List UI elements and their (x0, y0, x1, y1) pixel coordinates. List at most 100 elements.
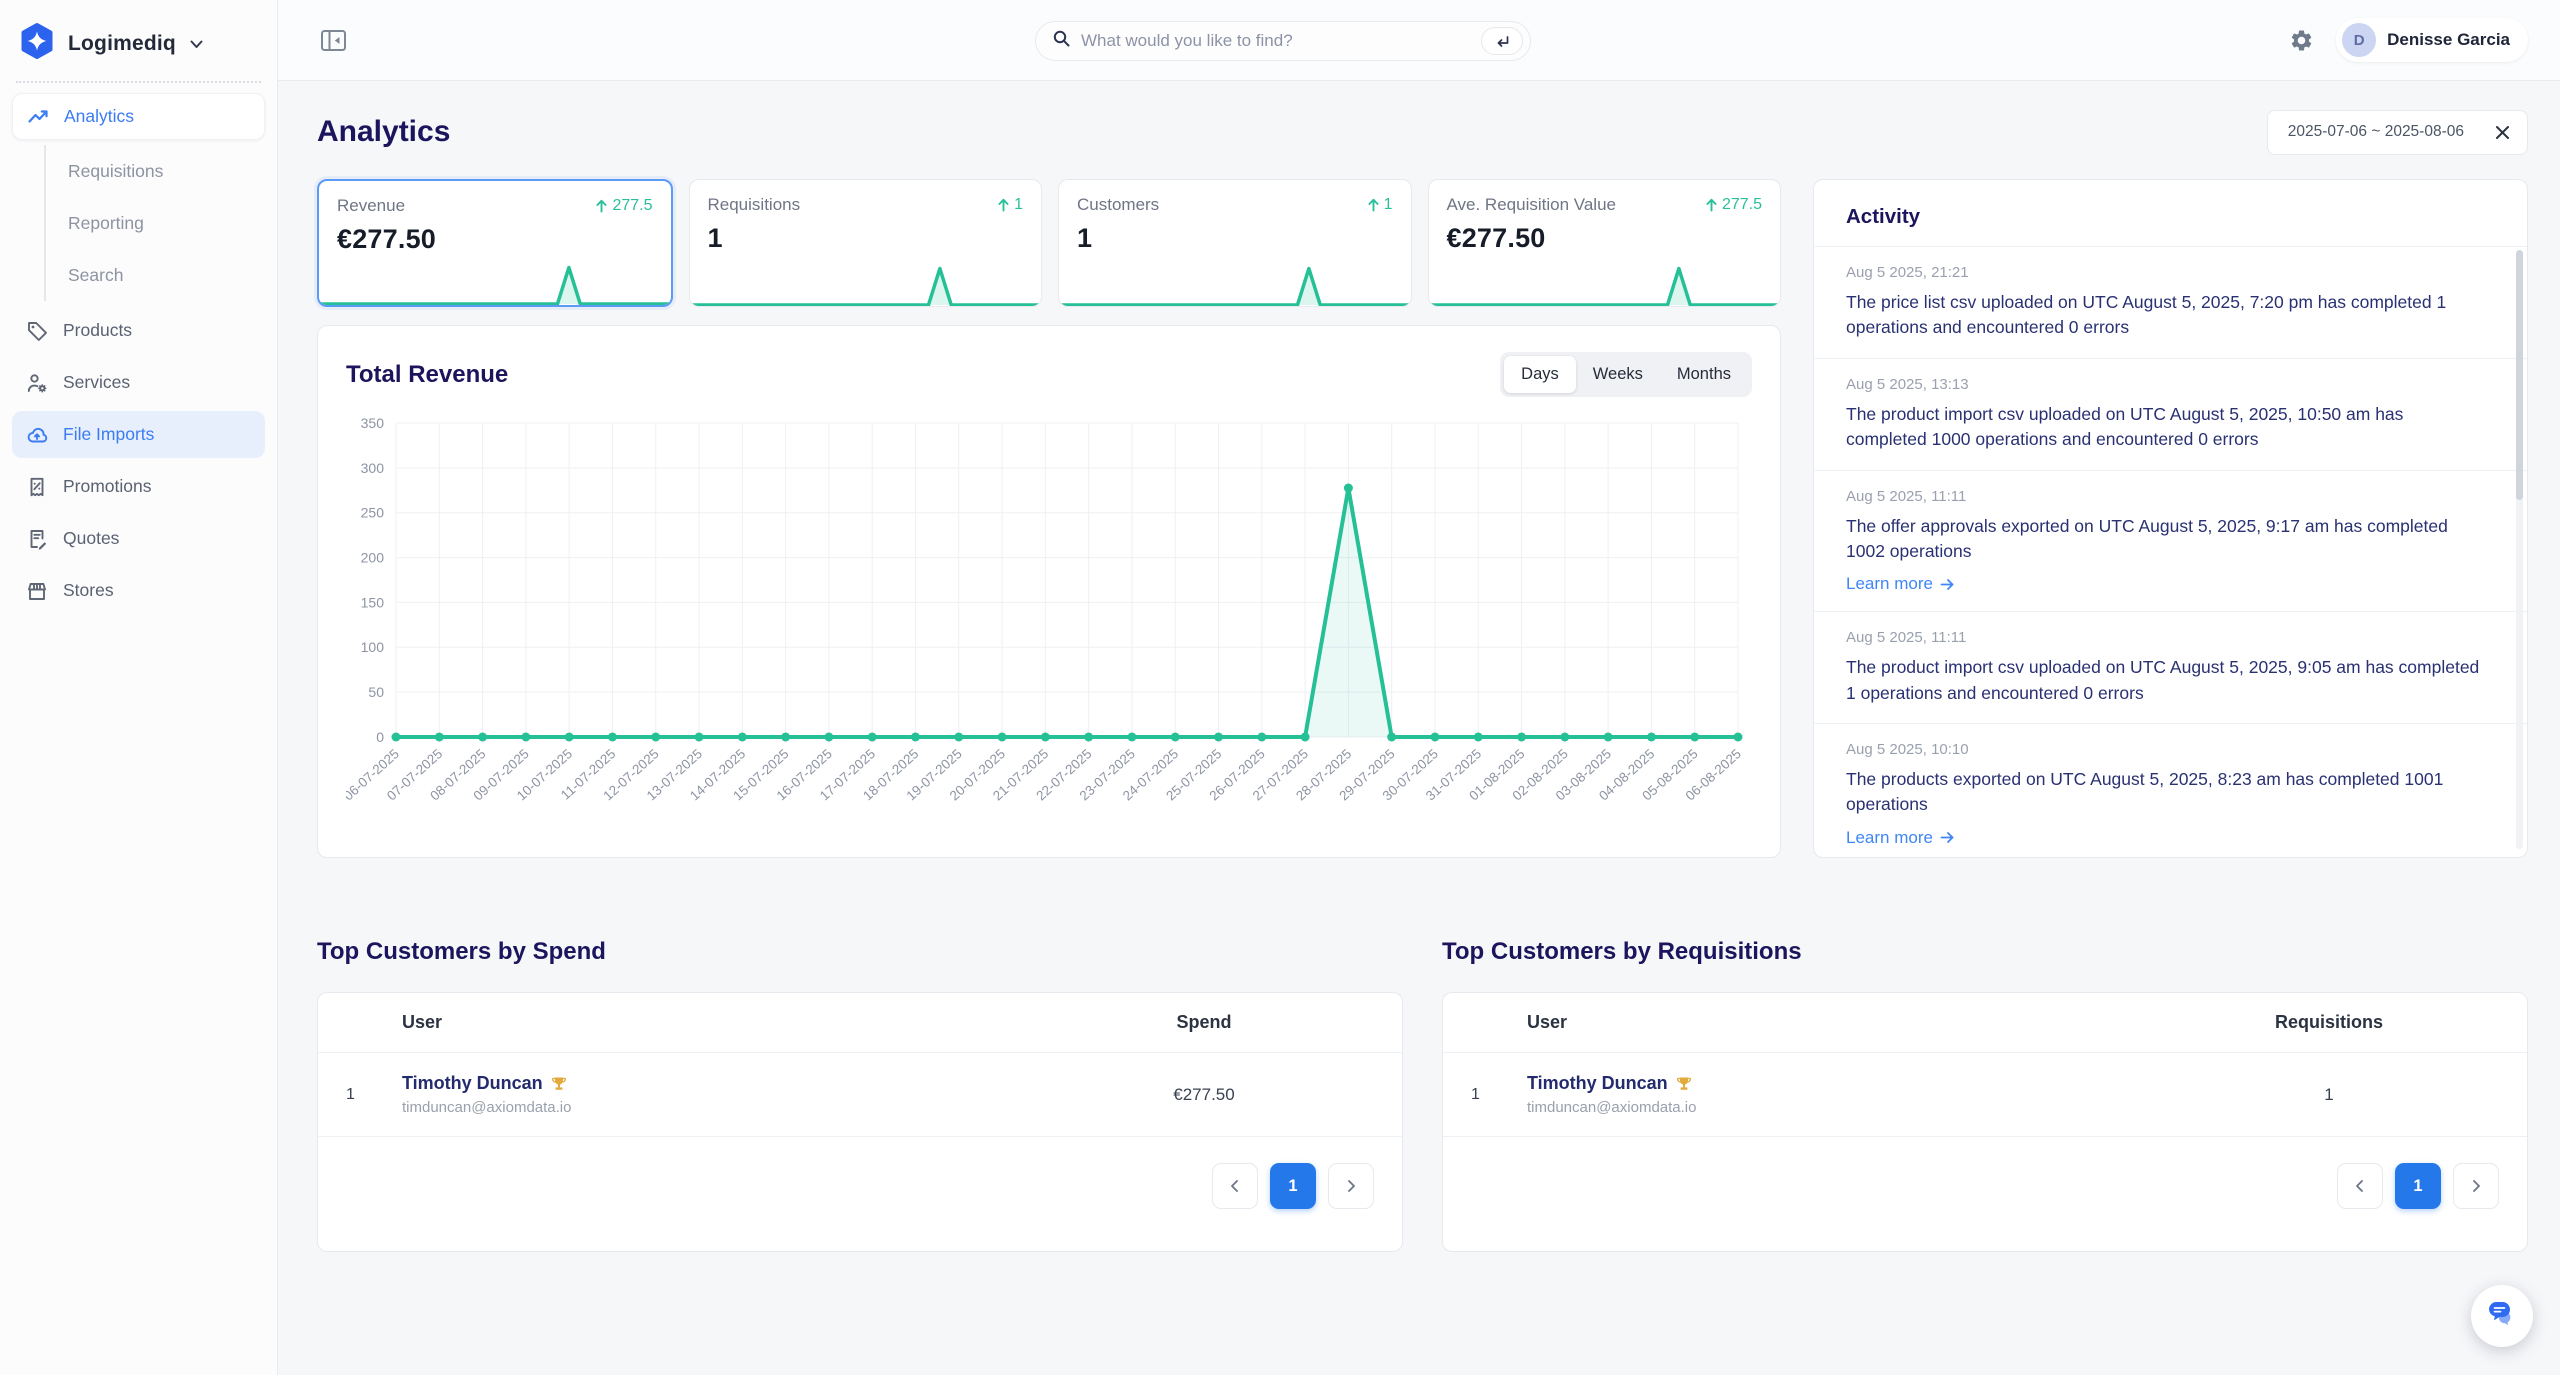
next-page-button[interactable] (2453, 1163, 2499, 1209)
top-customers-by-spend-section: Top Customers by Spend User Spend 1 Timo… (317, 938, 1403, 1252)
user-name: Denisse Garcia (2387, 30, 2510, 49)
sidebar-collapse-button[interactable] (320, 27, 347, 54)
sidebar-item-stores[interactable]: Stores (12, 567, 265, 614)
top-customers-by-requisitions-section: Top Customers by Requisitions User Requi… (1442, 938, 2528, 1252)
sidebar-item-file-imports[interactable]: File Imports (12, 411, 265, 458)
total-revenue-card: Total Revenue Days Weeks Months 0 50 100 15… (317, 325, 1781, 858)
sidebar-item-label: Services (63, 372, 131, 392)
chat-button[interactable] (2471, 1285, 2533, 1347)
learn-more-link[interactable]: Learn more (1846, 828, 1955, 848)
close-icon[interactable] (2494, 124, 2511, 141)
learn-more-link[interactable]: Learn more (1846, 574, 1955, 594)
table-row[interactable]: 1 Timothy Duncan timduncan@axiomdata.io … (1443, 1053, 2527, 1137)
customer-name-link[interactable]: Timothy Duncan (1527, 1073, 2159, 1094)
learn-more-label: Learn more (1846, 827, 1933, 847)
sidebar-item-quotes[interactable]: Quotes (12, 515, 265, 562)
sidebar-item-label: Products (63, 320, 133, 340)
customer-name: Timothy Duncan (402, 1073, 543, 1093)
learn-more-label: Learn more (1846, 574, 1933, 594)
sidebar-item-label: Requisitions (68, 160, 164, 181)
activity-timestamp: Aug 5 2025, 13:13 (1846, 375, 1969, 393)
svg-text:200: 200 (361, 549, 385, 565)
sidebar-divider (16, 81, 261, 83)
sidebar: Logimediq Analytics Requisitions Reporti… (0, 0, 278, 1375)
kpi-sparkline (318, 265, 671, 305)
user-menu[interactable]: D Denisse Garcia (2336, 18, 2528, 62)
person-gear-icon (26, 372, 48, 394)
brand[interactable]: Logimediq (12, 18, 265, 81)
pagination: 1 (1443, 1137, 2527, 1251)
kpi-value: 1 (707, 223, 723, 253)
page-content: Analytics 2025-07-06 ~ 2025-08-06 Revenu… (278, 81, 2560, 1375)
activity-scrollbar-thumb[interactable] (2516, 250, 2523, 500)
svg-text:50: 50 (368, 684, 384, 700)
search-input[interactable] (1081, 31, 1481, 51)
svg-text:350: 350 (361, 415, 385, 431)
brand-logo-icon (18, 22, 56, 65)
sidebar-item-reporting[interactable]: Reporting (46, 197, 265, 249)
section-title: Top Customers by Requisitions (1442, 938, 1802, 965)
activity-scrollbar-track[interactable] (2516, 250, 2523, 849)
sidebar-item-products[interactable]: Products (12, 307, 265, 354)
trophy-icon (1676, 1077, 1691, 1090)
sidebar-item-label: Reporting (68, 212, 144, 233)
sidebar-item-label: File Imports (63, 424, 155, 444)
date-range-picker[interactable]: 2025-07-06 ~ 2025-08-06 (2266, 109, 2528, 155)
section-title: Top Customers by Spend (317, 938, 606, 965)
tab-weeks[interactable]: Weeks (1592, 365, 1643, 383)
activity-item: Aug 5 2025, 21:21 The price list csv uplo… (1814, 247, 2527, 359)
kpi-sparkline (689, 266, 1042, 306)
spend-cell: €277.50 (1173, 1084, 1235, 1104)
sidebar-item-analytics[interactable]: Analytics (12, 93, 265, 140)
tab-months[interactable]: Months (1676, 365, 1731, 383)
svg-text:100: 100 (361, 639, 385, 655)
sidebar-item-requisitions[interactable]: Requisitions (46, 145, 265, 197)
chart-title: Total Revenue (346, 360, 509, 388)
enter-icon[interactable] (1481, 27, 1523, 55)
sidebar-item-promotions[interactable]: Promotions (12, 463, 265, 510)
activity-item: Aug 5 2025, 10:10 The products exported o… (1814, 724, 2527, 857)
activity-message: The offer approvals exported on UTC Augu… (1846, 515, 2448, 561)
brand-name: Logimediq (68, 31, 176, 55)
revenue-chart-svg: 05010015020025030035006-07-202507-07-202… (346, 415, 1744, 804)
value-header: Spend (1176, 1012, 1232, 1032)
kpi-sparkline (1428, 266, 1781, 306)
table-row[interactable]: 1 Timothy Duncan timduncan@axiomdata.io … (318, 1053, 1402, 1137)
kpi-card-ave-requisition-value[interactable]: Ave. Requisition Value 277.5 €277.50 (1427, 179, 1781, 307)
sidebar-item-search[interactable]: Search (46, 249, 265, 301)
table-header-row: User Requisitions (1443, 993, 2527, 1053)
sidebar-item-label: Quotes (63, 528, 120, 548)
kpi-card-revenue[interactable]: Revenue 277.5 €277.50 (317, 179, 673, 307)
kpi-card-customers[interactable]: Customers 1 1 (1058, 179, 1412, 307)
user-header: User (402, 1012, 443, 1032)
sidebar-item-label: Search (68, 264, 124, 285)
page-1-button[interactable]: 1 (1270, 1163, 1316, 1209)
kpi-delta-value: 1 (1383, 196, 1393, 213)
kpi-label: Revenue (337, 196, 406, 215)
delta-up-icon (1368, 198, 1379, 212)
customer-name-link[interactable]: Timothy Duncan (402, 1073, 1034, 1094)
next-page-button[interactable] (1328, 1163, 1374, 1209)
avatar: D (2342, 23, 2377, 57)
activity-item: Aug 5 2025, 13:13 The product import csv … (1814, 359, 2527, 471)
prev-page-button[interactable] (2337, 1163, 2383, 1209)
activity-item: Aug 5 2025, 11:11 The offer approvals exp… (1814, 471, 2527, 613)
gear-icon[interactable] (2289, 28, 2314, 53)
pagination: 1 (318, 1137, 1402, 1251)
activity-list: Aug 5 2025, 21:21 The price list csv uplo… (1814, 247, 2527, 857)
activity-message: The product import csv uploaded on UTC A… (1846, 403, 2404, 450)
page-1-button[interactable]: 1 (2395, 1163, 2441, 1209)
svg-text:250: 250 (361, 505, 385, 521)
customer-name: Timothy Duncan (1527, 1073, 1668, 1093)
sidebar-item-services[interactable]: Services (12, 359, 265, 406)
table-header-row: User Spend (318, 993, 1402, 1053)
tab-days[interactable]: Days (1504, 356, 1576, 393)
svg-text:0: 0 (376, 729, 384, 745)
divider (1814, 246, 2527, 247)
page-head: Analytics 2025-07-06 ~ 2025-08-06 (317, 109, 2528, 155)
global-search (1035, 21, 1531, 61)
topbar: D Denisse Garcia (278, 0, 2560, 81)
prev-page-button[interactable] (1212, 1163, 1258, 1209)
chat-icon (2485, 1298, 2519, 1335)
kpi-card-requisitions[interactable]: Requisitions 1 1 (688, 179, 1042, 307)
